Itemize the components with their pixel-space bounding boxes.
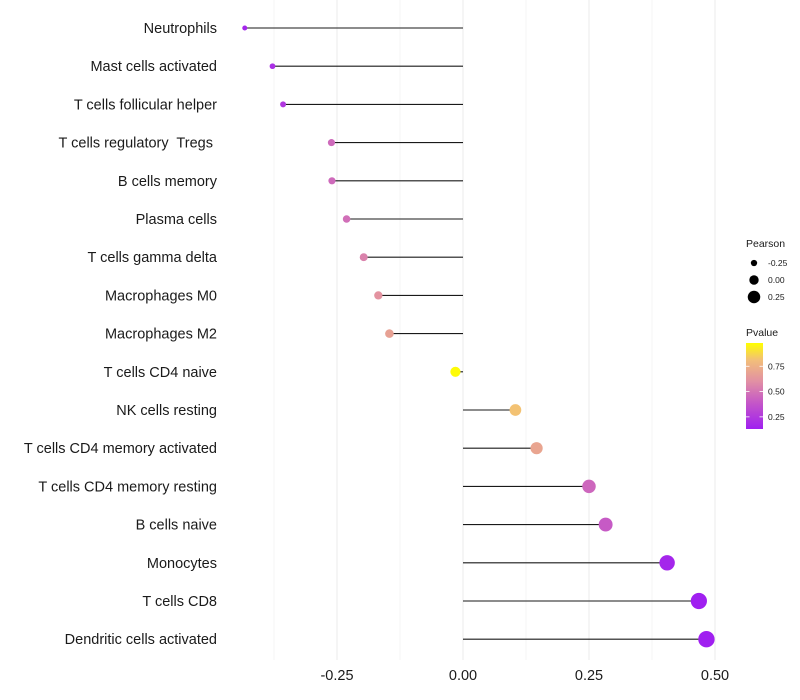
- y-category-label: T cells regulatory Tregs: [59, 136, 218, 152]
- lollipop-point: [582, 479, 596, 494]
- lollipop-point: [359, 253, 368, 262]
- y-category-label: Neutrophils: [144, 21, 217, 37]
- pvalue-color-legend: Pvalue 0.25 0.50 0.75: [746, 327, 785, 429]
- lollipop-point: [327, 139, 336, 147]
- y-category-label: T cells gamma delta: [88, 250, 218, 266]
- lollipop-point: [598, 517, 613, 532]
- y-category-label: T cells CD8: [142, 594, 217, 610]
- legend-title-pearson: Pearson: [746, 238, 785, 250]
- lollipop-point: [269, 63, 276, 70]
- x-tick-label: 0.00: [449, 668, 477, 684]
- grid-lines: [273, 0, 716, 660]
- y-category-label: Macrophages M2: [105, 327, 217, 343]
- lollipop-point: [450, 366, 461, 377]
- y-category-label: NK cells resting: [116, 403, 217, 419]
- y-category-label: B cells memory: [118, 174, 218, 190]
- y-category-label: T cells CD4 naive: [104, 365, 217, 381]
- lollipop-stems: [244, 27, 707, 640]
- x-tick-label: -0.25: [320, 668, 353, 684]
- lollipop-point: [659, 555, 675, 571]
- x-axis-labels: -0.25 0.00 0.25 0.50: [320, 668, 729, 684]
- size-legend-label: -0.25: [768, 258, 788, 268]
- size-legend-dot: [750, 259, 758, 267]
- lollipop-point: [242, 25, 248, 31]
- colorbar-tick-label: 0.50: [768, 387, 785, 397]
- legend-title-pvalue: Pvalue: [746, 327, 778, 339]
- size-legend-label: 0.25: [768, 292, 785, 302]
- y-category-label: Dendritic cells activated: [65, 632, 217, 648]
- pvalue-colorbar: [746, 343, 763, 429]
- lollipop-point: [509, 404, 522, 416]
- size-legend-dot: [749, 275, 759, 285]
- colorbar-tick-label: 0.75: [768, 361, 785, 371]
- y-category-label: T cells CD4 memory activated: [24, 441, 217, 457]
- lollipop-point: [328, 177, 336, 185]
- lollipop-point: [374, 291, 383, 300]
- y-category-label: T cells follicular helper: [74, 97, 217, 113]
- pearson-size-legend: Pearson -0.25 0.00 0.25: [746, 238, 788, 304]
- x-tick-label: 0.50: [701, 668, 729, 684]
- colorbar-tick-label: 0.25: [768, 412, 785, 422]
- y-category-label: Monocytes: [147, 556, 217, 572]
- lollipop-point: [690, 592, 707, 610]
- y-axis-labels: Neutrophils Mast cells activated T cells f…: [24, 21, 218, 648]
- y-category-label: Plasma cells: [136, 212, 217, 228]
- size-legend-label: 0.00: [768, 275, 785, 285]
- y-category-label: Mast cells activated: [90, 59, 217, 75]
- lollipop-point: [698, 631, 715, 648]
- lollipop-point: [280, 101, 287, 108]
- x-tick-label: 0.25: [575, 668, 603, 684]
- y-category-label: Macrophages M0: [105, 288, 217, 304]
- lollipop-point: [342, 215, 351, 223]
- y-category-label: T cells CD4 memory resting: [38, 479, 217, 495]
- size-legend-dot: [747, 290, 761, 304]
- lollipop-point: [385, 329, 394, 338]
- y-category-label: B cells naive: [136, 518, 217, 534]
- lollipop-point: [530, 442, 543, 455]
- lollipop-points: [242, 25, 715, 648]
